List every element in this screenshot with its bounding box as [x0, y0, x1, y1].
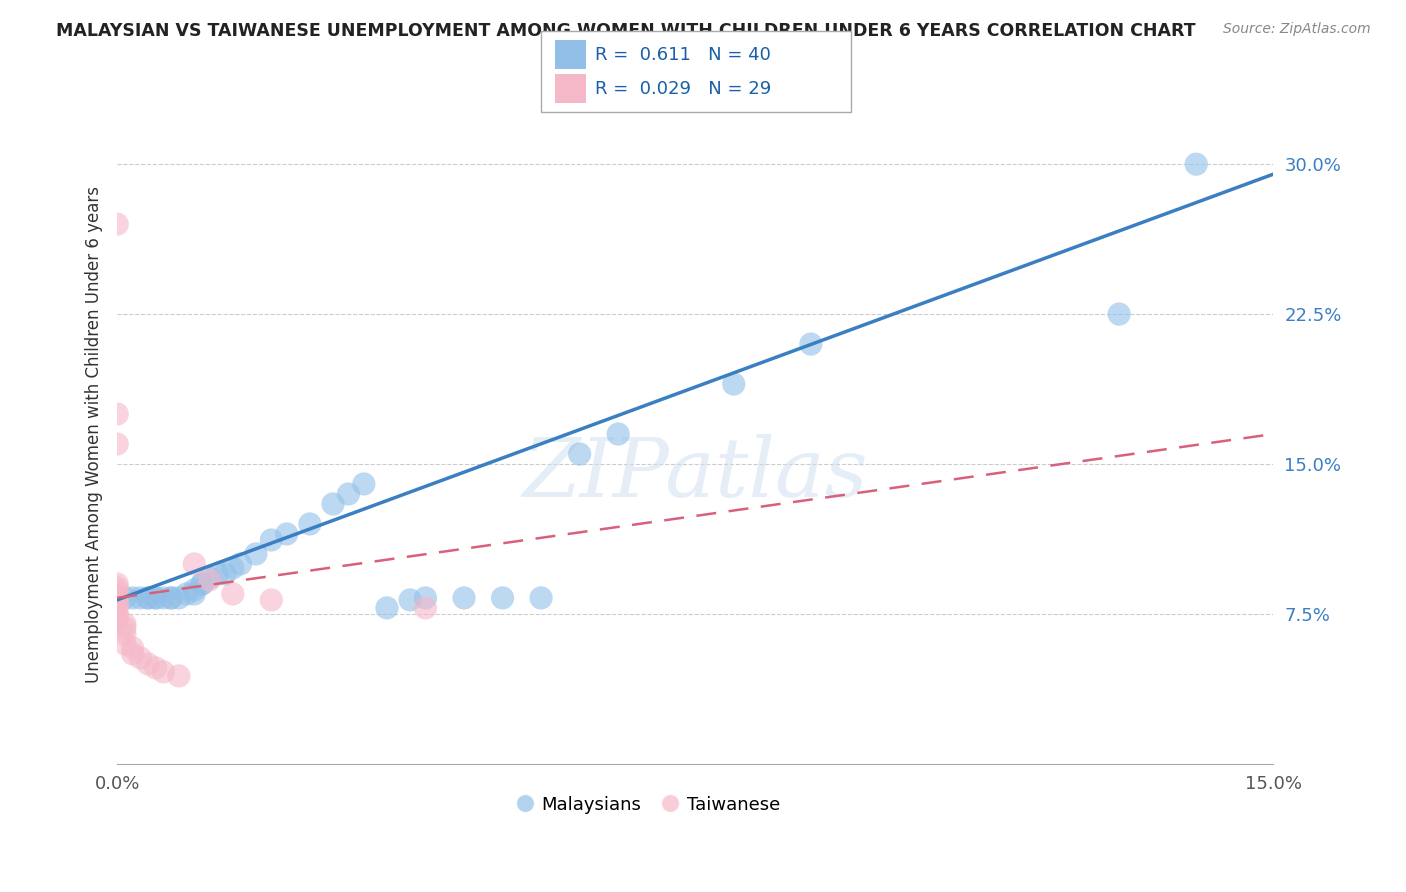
Point	[198, 573, 221, 587]
Point	[530, 591, 553, 605]
Point	[105, 437, 128, 451]
Point	[105, 407, 128, 421]
Point	[337, 487, 360, 501]
Point	[129, 591, 152, 605]
Legend: Malaysians, Taiwanese: Malaysians, Taiwanese	[510, 789, 787, 821]
Point	[222, 587, 245, 601]
Point	[183, 557, 205, 571]
Point	[105, 608, 128, 623]
Text: R =  0.029   N = 29: R = 0.029 N = 29	[595, 80, 770, 98]
Point	[1185, 157, 1208, 171]
Point	[114, 616, 136, 631]
Point	[114, 591, 136, 605]
Point	[198, 571, 221, 585]
Point	[152, 665, 174, 679]
Point	[121, 591, 143, 605]
Point	[375, 601, 398, 615]
Point	[191, 577, 214, 591]
Point	[105, 577, 128, 591]
Point	[399, 593, 422, 607]
Point	[105, 605, 128, 619]
Point	[145, 591, 167, 605]
Point	[114, 637, 136, 651]
Point	[129, 651, 152, 665]
Point	[191, 577, 214, 591]
Point	[453, 591, 475, 605]
Point	[160, 591, 183, 605]
Point	[105, 597, 128, 611]
Point	[723, 377, 745, 392]
Point	[136, 591, 159, 605]
Point	[260, 593, 283, 607]
Point	[298, 516, 321, 531]
Point	[105, 613, 128, 627]
Point	[114, 621, 136, 635]
Point	[800, 337, 823, 351]
Point	[121, 640, 143, 655]
Point	[245, 547, 267, 561]
Point	[568, 447, 591, 461]
Point	[136, 657, 159, 671]
Point	[415, 591, 437, 605]
Point	[607, 427, 630, 442]
Point	[167, 591, 190, 605]
Point	[145, 591, 167, 605]
Text: ZIPatlas: ZIPatlas	[523, 434, 868, 514]
Point	[167, 669, 190, 683]
Text: MALAYSIAN VS TAIWANESE UNEMPLOYMENT AMONG WOMEN WITH CHILDREN UNDER 6 YEARS CORR: MALAYSIAN VS TAIWANESE UNEMPLOYMENT AMON…	[56, 22, 1197, 40]
Point	[136, 591, 159, 605]
Point	[105, 585, 128, 599]
Point	[152, 591, 174, 605]
Point	[491, 591, 513, 605]
Point	[260, 533, 283, 547]
Point	[105, 581, 128, 595]
Point	[145, 661, 167, 675]
Point	[114, 627, 136, 641]
Point	[276, 527, 298, 541]
Point	[222, 561, 245, 575]
Point	[229, 557, 252, 571]
Text: R =  0.611   N = 40: R = 0.611 N = 40	[595, 46, 770, 64]
Point	[105, 589, 128, 603]
Point	[353, 477, 375, 491]
Point	[322, 497, 344, 511]
Point	[183, 582, 205, 597]
Text: Source: ZipAtlas.com: Source: ZipAtlas.com	[1223, 22, 1371, 37]
Point	[105, 217, 128, 231]
Point	[1108, 307, 1130, 321]
Point	[121, 647, 143, 661]
Point	[176, 587, 198, 601]
Point	[160, 591, 183, 605]
Y-axis label: Unemployment Among Women with Children Under 6 years: Unemployment Among Women with Children U…	[86, 186, 103, 682]
Point	[415, 601, 437, 615]
Point	[183, 587, 205, 601]
Point	[207, 566, 229, 581]
Point	[105, 593, 128, 607]
Point	[214, 566, 236, 581]
Point	[105, 601, 128, 615]
